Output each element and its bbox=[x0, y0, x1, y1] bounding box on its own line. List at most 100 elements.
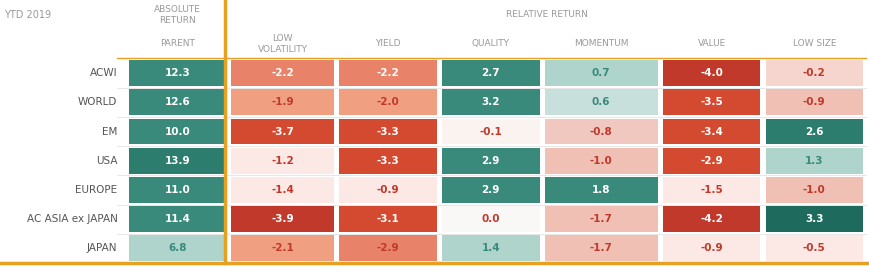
FancyBboxPatch shape bbox=[662, 89, 760, 115]
Text: -0.2: -0.2 bbox=[802, 68, 825, 78]
Text: -1.5: -1.5 bbox=[700, 185, 722, 195]
Text: JAPAN: JAPAN bbox=[87, 243, 117, 253]
Text: YTD 2019: YTD 2019 bbox=[4, 10, 51, 20]
Text: -2.2: -2.2 bbox=[271, 68, 294, 78]
Text: MOMENTUM: MOMENTUM bbox=[574, 39, 627, 48]
Text: -2.9: -2.9 bbox=[376, 243, 399, 253]
Text: -2.0: -2.0 bbox=[376, 97, 399, 107]
Text: 2.9: 2.9 bbox=[481, 185, 500, 195]
Text: 10.0: 10.0 bbox=[164, 127, 190, 136]
FancyBboxPatch shape bbox=[339, 177, 436, 203]
FancyBboxPatch shape bbox=[441, 89, 539, 115]
Text: -0.5: -0.5 bbox=[802, 243, 825, 253]
Text: EUROPE: EUROPE bbox=[76, 185, 117, 195]
FancyBboxPatch shape bbox=[231, 235, 334, 261]
FancyBboxPatch shape bbox=[765, 119, 862, 144]
FancyBboxPatch shape bbox=[544, 89, 657, 115]
Text: PARENT: PARENT bbox=[160, 39, 195, 48]
FancyBboxPatch shape bbox=[544, 206, 657, 232]
FancyBboxPatch shape bbox=[765, 148, 862, 174]
Text: 6.8: 6.8 bbox=[168, 243, 187, 253]
FancyBboxPatch shape bbox=[662, 206, 760, 232]
Text: 2.9: 2.9 bbox=[481, 156, 500, 166]
Text: -3.5: -3.5 bbox=[700, 97, 722, 107]
Text: 1.3: 1.3 bbox=[804, 156, 823, 166]
FancyBboxPatch shape bbox=[129, 206, 226, 232]
Text: LOW SIZE: LOW SIZE bbox=[792, 39, 835, 48]
Text: RELATIVE RETURN: RELATIVE RETURN bbox=[506, 10, 587, 19]
Text: YIELD: YIELD bbox=[375, 39, 401, 48]
FancyBboxPatch shape bbox=[544, 148, 657, 174]
FancyBboxPatch shape bbox=[339, 235, 436, 261]
FancyBboxPatch shape bbox=[339, 119, 436, 144]
FancyBboxPatch shape bbox=[231, 60, 334, 86]
FancyBboxPatch shape bbox=[765, 60, 862, 86]
Text: -3.3: -3.3 bbox=[376, 127, 399, 136]
Text: -3.3: -3.3 bbox=[376, 156, 399, 166]
FancyBboxPatch shape bbox=[662, 119, 760, 144]
FancyBboxPatch shape bbox=[231, 89, 334, 115]
Text: ACWI: ACWI bbox=[90, 68, 117, 78]
FancyBboxPatch shape bbox=[765, 206, 862, 232]
FancyBboxPatch shape bbox=[339, 206, 436, 232]
Text: -3.9: -3.9 bbox=[271, 214, 294, 224]
FancyBboxPatch shape bbox=[662, 235, 760, 261]
Text: 3.2: 3.2 bbox=[481, 97, 500, 107]
Text: -4.2: -4.2 bbox=[700, 214, 722, 224]
Text: EM: EM bbox=[102, 127, 117, 136]
FancyBboxPatch shape bbox=[129, 148, 226, 174]
FancyBboxPatch shape bbox=[544, 235, 657, 261]
FancyBboxPatch shape bbox=[662, 148, 760, 174]
Text: LOW
VOLATILITY: LOW VOLATILITY bbox=[257, 34, 308, 54]
Text: -0.9: -0.9 bbox=[802, 97, 825, 107]
Text: AC ASIA ex JAPAN: AC ASIA ex JAPAN bbox=[27, 214, 117, 224]
Text: -1.0: -1.0 bbox=[589, 156, 612, 166]
Text: -2.2: -2.2 bbox=[376, 68, 399, 78]
FancyBboxPatch shape bbox=[662, 177, 760, 203]
FancyBboxPatch shape bbox=[441, 235, 539, 261]
Text: -1.9: -1.9 bbox=[271, 97, 294, 107]
Text: 13.9: 13.9 bbox=[164, 156, 190, 166]
Text: -0.1: -0.1 bbox=[479, 127, 501, 136]
Text: 1.4: 1.4 bbox=[481, 243, 500, 253]
Text: -1.0: -1.0 bbox=[802, 185, 825, 195]
Text: -1.7: -1.7 bbox=[589, 214, 612, 224]
Text: -0.8: -0.8 bbox=[589, 127, 612, 136]
FancyBboxPatch shape bbox=[441, 119, 539, 144]
FancyBboxPatch shape bbox=[231, 206, 334, 232]
Text: -2.1: -2.1 bbox=[271, 243, 294, 253]
FancyBboxPatch shape bbox=[441, 177, 539, 203]
Text: -2.9: -2.9 bbox=[700, 156, 722, 166]
FancyBboxPatch shape bbox=[441, 206, 539, 232]
Text: 0.0: 0.0 bbox=[481, 214, 500, 224]
FancyBboxPatch shape bbox=[129, 89, 226, 115]
FancyBboxPatch shape bbox=[129, 177, 226, 203]
Text: 2.6: 2.6 bbox=[804, 127, 823, 136]
FancyBboxPatch shape bbox=[129, 60, 226, 86]
Text: -0.9: -0.9 bbox=[376, 185, 399, 195]
Text: QUALITY: QUALITY bbox=[471, 39, 509, 48]
Text: 11.0: 11.0 bbox=[164, 185, 190, 195]
FancyBboxPatch shape bbox=[129, 119, 226, 144]
FancyBboxPatch shape bbox=[231, 148, 334, 174]
FancyBboxPatch shape bbox=[765, 235, 862, 261]
FancyBboxPatch shape bbox=[339, 60, 436, 86]
Text: -3.1: -3.1 bbox=[376, 214, 399, 224]
Text: 11.4: 11.4 bbox=[164, 214, 190, 224]
Text: WORLD: WORLD bbox=[78, 97, 117, 107]
FancyBboxPatch shape bbox=[231, 177, 334, 203]
FancyBboxPatch shape bbox=[339, 89, 436, 115]
FancyBboxPatch shape bbox=[544, 60, 657, 86]
FancyBboxPatch shape bbox=[441, 60, 539, 86]
Text: 0.6: 0.6 bbox=[591, 97, 610, 107]
FancyBboxPatch shape bbox=[544, 119, 657, 144]
Text: -3.7: -3.7 bbox=[271, 127, 294, 136]
FancyBboxPatch shape bbox=[129, 235, 226, 261]
Text: 3.3: 3.3 bbox=[804, 214, 823, 224]
FancyBboxPatch shape bbox=[441, 148, 539, 174]
FancyBboxPatch shape bbox=[662, 60, 760, 86]
FancyBboxPatch shape bbox=[231, 119, 334, 144]
Text: 12.6: 12.6 bbox=[164, 97, 190, 107]
Text: 12.3: 12.3 bbox=[164, 68, 190, 78]
Text: -4.0: -4.0 bbox=[700, 68, 722, 78]
